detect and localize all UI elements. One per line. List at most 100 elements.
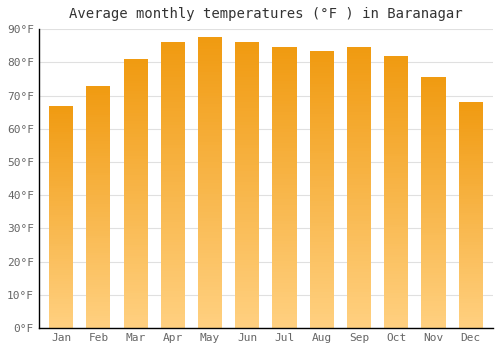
Bar bbox=[198, 316, 222, 320]
Bar bbox=[458, 296, 483, 299]
Bar bbox=[422, 326, 446, 328]
Bar bbox=[235, 317, 260, 320]
Bar bbox=[310, 139, 334, 142]
Bar bbox=[198, 256, 222, 258]
Bar bbox=[272, 269, 296, 272]
Bar bbox=[86, 197, 110, 199]
Bar bbox=[198, 212, 222, 215]
Bar bbox=[86, 90, 110, 93]
Bar bbox=[198, 72, 222, 75]
Bar bbox=[384, 320, 408, 323]
Bar bbox=[49, 170, 73, 172]
Bar bbox=[347, 182, 371, 185]
Bar bbox=[160, 217, 185, 219]
Bar bbox=[422, 205, 446, 208]
Bar bbox=[49, 244, 73, 246]
Bar bbox=[458, 102, 483, 104]
Bar bbox=[347, 194, 371, 196]
Bar bbox=[235, 202, 260, 205]
Bar bbox=[347, 106, 371, 109]
Bar bbox=[49, 264, 73, 266]
Bar bbox=[458, 159, 483, 161]
Bar bbox=[198, 320, 222, 322]
Bar bbox=[235, 326, 260, 328]
Bar bbox=[198, 229, 222, 232]
Bar bbox=[160, 128, 185, 131]
Bar bbox=[124, 132, 148, 134]
Bar bbox=[310, 287, 334, 289]
Bar bbox=[347, 56, 371, 58]
Bar bbox=[49, 290, 73, 293]
Bar bbox=[198, 46, 222, 49]
Bar bbox=[124, 140, 148, 142]
Bar bbox=[310, 225, 334, 228]
Bar bbox=[160, 251, 185, 254]
Bar bbox=[160, 122, 185, 125]
Bar bbox=[198, 66, 222, 69]
Bar bbox=[198, 273, 222, 276]
Bar bbox=[310, 289, 334, 292]
Bar bbox=[272, 182, 296, 185]
Bar bbox=[384, 178, 408, 181]
Bar bbox=[384, 181, 408, 184]
Bar bbox=[272, 272, 296, 275]
Bar bbox=[49, 186, 73, 188]
Bar bbox=[422, 288, 446, 290]
Bar bbox=[49, 154, 73, 157]
Bar bbox=[458, 294, 483, 296]
Bar bbox=[86, 188, 110, 190]
Bar bbox=[198, 325, 222, 328]
Bar bbox=[458, 220, 483, 222]
Bar bbox=[160, 214, 185, 217]
Bar bbox=[198, 189, 222, 191]
Bar bbox=[160, 294, 185, 297]
Bar bbox=[160, 248, 185, 251]
Bar bbox=[347, 294, 371, 297]
Bar bbox=[458, 301, 483, 303]
Bar bbox=[422, 268, 446, 271]
Bar bbox=[458, 186, 483, 188]
Bar bbox=[49, 108, 73, 110]
Bar bbox=[160, 108, 185, 111]
Bar bbox=[310, 84, 334, 87]
Bar bbox=[458, 154, 483, 156]
Bar bbox=[458, 321, 483, 324]
Bar bbox=[86, 277, 110, 280]
Bar bbox=[198, 52, 222, 55]
Bar bbox=[235, 182, 260, 185]
Bar bbox=[422, 323, 446, 326]
Bar bbox=[198, 107, 222, 110]
Bar bbox=[310, 128, 334, 131]
Bar bbox=[124, 99, 148, 102]
Bar bbox=[235, 105, 260, 108]
Bar bbox=[310, 92, 334, 95]
Bar bbox=[347, 297, 371, 300]
Bar bbox=[235, 60, 260, 62]
Bar bbox=[49, 110, 73, 112]
Bar bbox=[347, 230, 371, 233]
Bar bbox=[384, 268, 408, 271]
Bar bbox=[384, 271, 408, 274]
Bar bbox=[86, 265, 110, 267]
Bar bbox=[272, 261, 296, 264]
Bar bbox=[347, 216, 371, 219]
Bar bbox=[235, 228, 260, 231]
Bar bbox=[86, 219, 110, 222]
Bar bbox=[458, 224, 483, 226]
Bar bbox=[347, 219, 371, 222]
Bar bbox=[310, 131, 334, 134]
Bar bbox=[86, 168, 110, 170]
Bar bbox=[310, 215, 334, 217]
Bar bbox=[49, 268, 73, 270]
Bar bbox=[384, 156, 408, 159]
Bar bbox=[347, 146, 371, 148]
Bar bbox=[384, 197, 408, 200]
Bar bbox=[160, 254, 185, 257]
Bar bbox=[49, 203, 73, 206]
Bar bbox=[160, 326, 185, 328]
Bar bbox=[384, 228, 408, 230]
Bar bbox=[458, 245, 483, 247]
Bar bbox=[49, 301, 73, 304]
Bar bbox=[160, 302, 185, 305]
Bar bbox=[272, 61, 296, 64]
